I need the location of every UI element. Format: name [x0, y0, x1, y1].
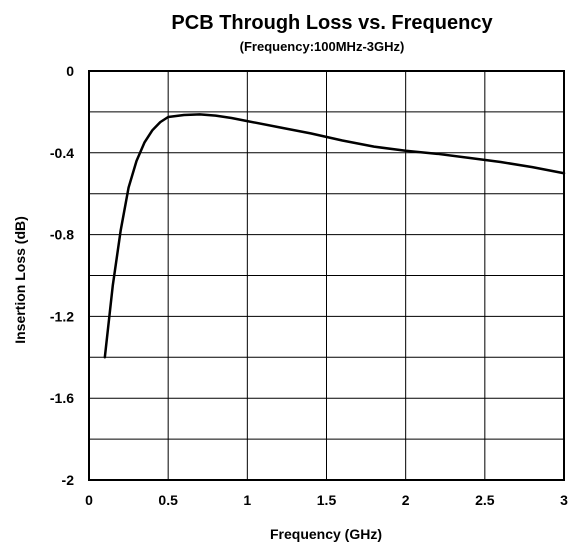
- chart-subtitle: (Frequency:100MHz-3GHz): [240, 39, 405, 54]
- plot-border: [88, 70, 565, 481]
- y-tick-label: -1.6: [50, 390, 74, 406]
- x-tick-label: 2: [402, 492, 410, 508]
- x-tick-label: 0: [85, 492, 93, 508]
- y-tick-label: -0.8: [50, 227, 74, 243]
- x-tick-label: 0.5: [158, 492, 178, 508]
- plot-frame: [88, 70, 565, 481]
- x-tick-label: 1: [243, 492, 251, 508]
- grid: [88, 70, 565, 481]
- series-line-0: [103, 113, 566, 359]
- x-tick-label: 2.5: [475, 492, 495, 508]
- y-tick-labels: 0 -0.4 -0.8 -1.2 -1.6 -2: [50, 63, 74, 488]
- y-tick-label: -2: [62, 472, 75, 488]
- x-axis-label: Frequency (GHz): [270, 526, 382, 542]
- y-tick-label: -1.2: [50, 308, 74, 324]
- x-tick-label: 1.5: [317, 492, 337, 508]
- x-tick-label: 3: [560, 492, 568, 508]
- y-tick-label: 0: [66, 63, 74, 79]
- y-axis-label: Insertion Loss (dB): [12, 216, 28, 344]
- series-layer: [103, 113, 566, 359]
- y-tick-label: -0.4: [50, 145, 74, 161]
- x-tick-labels: 0 0.5 1 1.5 2 2.5 3: [85, 492, 568, 508]
- chart-title: PCB Through Loss vs. Frequency: [171, 12, 493, 34]
